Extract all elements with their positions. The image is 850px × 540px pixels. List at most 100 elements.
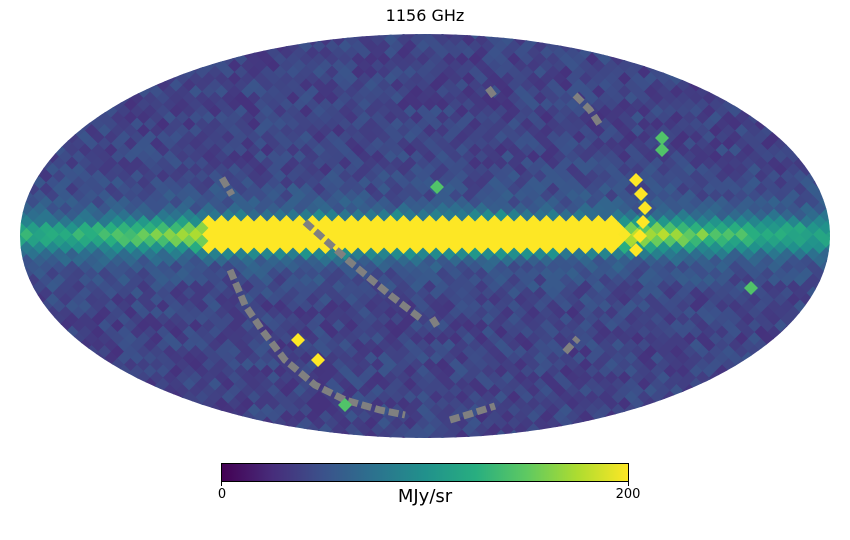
- map-pixel: [370, 34, 385, 35]
- map-pixel: [104, 443, 119, 456]
- bright-source: [744, 281, 758, 295]
- map-pixel: [77, 390, 93, 406]
- map-pixel: [604, 423, 619, 438]
- map-pixel: [441, 429, 457, 438]
- map-pixel: [227, 436, 242, 438]
- map-pixel: [116, 429, 132, 438]
- map-pixel: [526, 436, 541, 438]
- map-pixel: [513, 34, 528, 35]
- map-pixel: [136, 384, 151, 399]
- map-pixel: [838, 137, 850, 152]
- map-pixel: [695, 436, 710, 438]
- map-pixel: [279, 436, 294, 438]
- map-pixel: [701, 34, 717, 42]
- map-pixel: [20, 254, 21, 269]
- map-pixel: [812, 319, 827, 334]
- map-pixel: [818, 143, 830, 159]
- map-pixel: [91, 443, 106, 456]
- map-pixel: [760, 397, 775, 412]
- map-pixel: [825, 85, 830, 100]
- map-pixel: [84, 397, 99, 412]
- map-pixel: [64, 364, 80, 380]
- map-pixel: [637, 443, 652, 456]
- map-pixel: [559, 14, 574, 29]
- map-pixel: [779, 104, 795, 120]
- map-pixel: [747, 384, 762, 399]
- map-pixel: [123, 34, 138, 48]
- map-pixel: [825, 59, 830, 74]
- map-pixel: [20, 312, 28, 328]
- map-pixel: [45, 371, 60, 386]
- map-pixel: [429, 443, 444, 456]
- map-pixel: [747, 358, 762, 373]
- map-pixel: [760, 410, 775, 425]
- map-pixel: [812, 358, 827, 373]
- map-pixel: [20, 384, 21, 399]
- map-pixel: [812, 397, 827, 412]
- map-pixel: [740, 403, 756, 419]
- map-pixel: [760, 85, 775, 100]
- map-pixel: [416, 14, 431, 29]
- map-pixel: [688, 52, 704, 68]
- map-pixel: [20, 78, 28, 94]
- map-pixel: [734, 72, 749, 87]
- map-pixel: [546, 443, 561, 456]
- map-pixel: [734, 384, 749, 399]
- map-pixel: [571, 34, 587, 42]
- map-pixel: [747, 410, 762, 425]
- map-pixel: [734, 85, 749, 100]
- map-pixel: [766, 416, 782, 432]
- map-pixel: [0, 27, 15, 42]
- map-pixel: [773, 46, 788, 61]
- map-pixel: [351, 443, 366, 456]
- map-pixel: [20, 338, 28, 354]
- map-pixel: [20, 436, 34, 438]
- map-pixel: [695, 72, 710, 87]
- map-pixel: [136, 423, 151, 438]
- map-pixel: [760, 34, 775, 35]
- map-pixel: [682, 59, 697, 74]
- map-pixel: [714, 429, 730, 438]
- map-pixel: [825, 150, 830, 165]
- map-pixel: [0, 222, 15, 237]
- map-pixel: [38, 351, 54, 367]
- map-pixel: [97, 34, 112, 35]
- map-pixel: [630, 34, 645, 48]
- map-pixel: [663, 14, 678, 29]
- map-pixel: [825, 176, 830, 191]
- map-pixel: [435, 436, 450, 438]
- map-pixel: [162, 34, 177, 48]
- map-pixel: [77, 377, 93, 393]
- map-pixel: [578, 436, 593, 438]
- map-pixel: [58, 34, 73, 35]
- map-pixel: [116, 65, 132, 81]
- map-pixel: [104, 14, 119, 29]
- map-pixel: [818, 286, 830, 302]
- map-pixel: [571, 429, 587, 438]
- map-pixel: [578, 34, 593, 48]
- map-pixel: [799, 98, 814, 113]
- map-pixel: [643, 436, 658, 438]
- map-pixel: [682, 34, 697, 48]
- map-pixel: [617, 34, 632, 35]
- map-pixel: [695, 46, 710, 61]
- map-pixel: [194, 416, 210, 432]
- map-pixel: [630, 410, 645, 425]
- map-pixel: [779, 403, 795, 419]
- map-pixel: [773, 410, 788, 425]
- map-pixel: [181, 429, 197, 438]
- map-pixel: [162, 410, 177, 425]
- map-pixel: [38, 39, 54, 55]
- map-pixel: [39, 443, 54, 456]
- map-pixel: [143, 443, 158, 456]
- map-pixel: [58, 436, 73, 438]
- map-pixel: [0, 118, 15, 133]
- map-pixel: [0, 378, 15, 393]
- map-pixel: [188, 34, 203, 48]
- map-pixel: [760, 59, 775, 74]
- map-pixel: [84, 59, 99, 74]
- map-pixel: [747, 397, 762, 412]
- colorbar-tick-max: [628, 482, 629, 486]
- map-pixel: [181, 416, 197, 432]
- map-pixel: [45, 98, 60, 113]
